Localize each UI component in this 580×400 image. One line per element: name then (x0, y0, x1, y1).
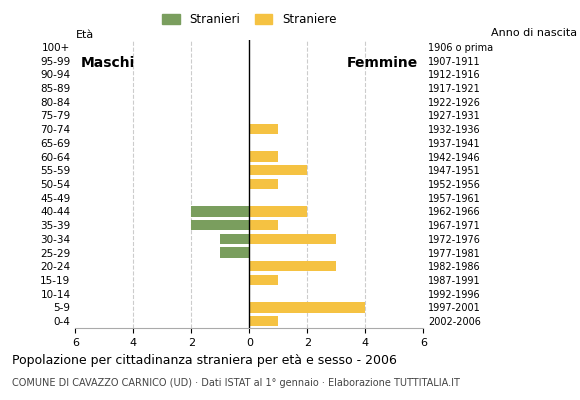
Text: Femmine: Femmine (346, 56, 418, 70)
Bar (249, 234, 336, 244)
Text: Età: Età (75, 30, 93, 40)
Bar (249, 261, 336, 272)
Bar (249, 165, 307, 176)
Bar (249, 316, 278, 326)
Bar (191, 220, 249, 230)
Text: Popolazione per cittadinanza straniera per età e sesso - 2006: Popolazione per cittadinanza straniera p… (12, 354, 397, 367)
Bar (249, 152, 278, 162)
Text: COMUNE DI CAVAZZO CARNICO (UD) · Dati ISTAT al 1° gennaio · Elaborazione TUTTITA: COMUNE DI CAVAZZO CARNICO (UD) · Dati IS… (12, 378, 459, 388)
Bar (249, 206, 307, 216)
Bar (249, 220, 278, 230)
Legend: Stranieri, Straniere: Stranieri, Straniere (158, 8, 341, 31)
Text: Maschi: Maschi (81, 56, 136, 70)
Bar (249, 302, 365, 312)
Bar (220, 234, 249, 244)
Bar (249, 179, 278, 189)
Bar (249, 275, 278, 285)
Bar (249, 124, 278, 134)
Text: Anno di nascita: Anno di nascita (491, 28, 577, 38)
Bar (191, 206, 249, 216)
Bar (220, 248, 249, 258)
